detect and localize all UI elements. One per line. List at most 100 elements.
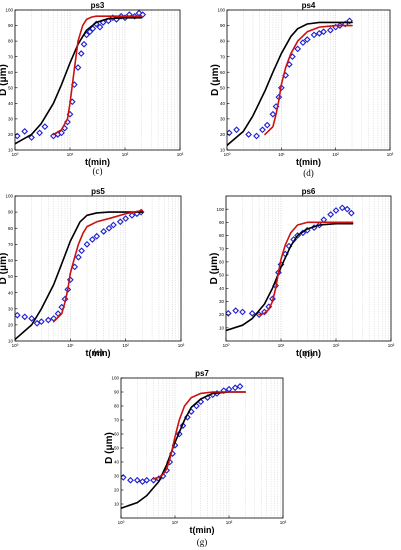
model-curve-black [121,391,247,510]
y-tick-label: 30 [220,116,226,121]
data-point [15,132,21,140]
model-curve-black [226,222,354,332]
data-point [78,247,86,255]
data-point [338,204,346,212]
data-point [248,309,256,317]
data-point [336,22,344,29]
data-point [96,23,104,31]
data-point [259,126,266,134]
data-point [105,224,113,232]
y-tick-label: 100 [5,194,13,199]
chart-title: ps6 [302,187,316,196]
data-point [233,126,240,134]
y-tick-label: 100 [216,207,224,212]
x-tick-label: 10¹ [67,152,74,157]
model-curve-black [227,21,353,147]
data-point [80,40,88,48]
y-tick-label: 60 [219,260,225,265]
data-point [303,36,311,43]
data-point [245,131,252,138]
chart-panel-ps3: 10 20 30 40 50 60 70 80 90 100 10⁰ 10¹ 10² 10³ ps3 t(mi… [0,1,184,176]
y-tick-label: 60 [8,258,14,263]
data-point [110,221,117,229]
data-point [263,121,271,129]
y-tick-label: 20 [114,488,120,493]
plot-series [226,204,355,332]
data-point [15,311,21,319]
chart-title: ps4 [302,1,316,10]
chart-title: ps5 [91,187,105,196]
data-point [38,318,45,326]
x-tick-label: 10² [332,152,339,157]
y-tick-label: 30 [8,306,14,311]
data-point [88,236,96,243]
y-axis-label: D (μm) [210,64,221,96]
axes-frame [226,9,391,151]
data-point [310,31,318,39]
model-curve-black [15,211,144,341]
y-tick-label: 60 [114,432,120,437]
x-tick-label: 10⁰ [224,152,231,157]
x-tick-label: 10² [333,343,340,348]
data-point [28,315,36,322]
y-tick-label: 50 [219,273,225,278]
y-tick-label: 40 [8,101,14,106]
data-point [58,129,65,137]
data-point [175,430,183,438]
x-tick-label: 10³ [177,152,184,157]
data-point [277,84,285,92]
y-tick-label: 80 [8,226,14,231]
y-tick-label: 20 [219,312,225,317]
y-tick-label: 100 [5,8,13,13]
y-tick-label: 30 [219,299,225,304]
data-point [269,110,277,118]
data-point [116,218,124,226]
y-tick-label: 100 [111,376,119,381]
data-point [294,45,302,53]
data-point [253,132,260,140]
y-tick-label: 70 [8,54,14,59]
x-tick-label: 10³ [388,343,395,348]
y-tick-label: 100 [217,8,225,13]
x-axis-label: t(min) [296,157,321,167]
model-curve-red [152,391,247,480]
x-tick-label: 10² [122,343,129,348]
data-point [299,229,307,237]
data-point [232,307,240,315]
data-point [327,26,334,34]
y-tick-label: 20 [8,132,14,137]
data-point [86,28,94,36]
y-tick-label: 40 [8,290,14,295]
data-point [117,12,125,20]
y-axis-label: D (μm) [209,253,220,285]
x-tick-label: 10⁰ [12,152,19,157]
y-tick-label: 90 [114,390,120,395]
data-point [327,211,335,218]
data-point [122,215,130,222]
y-tick-label: 70 [8,242,14,247]
x-tick-label: 10⁰ [223,343,230,348]
plot-area [15,196,181,341]
data-point [89,25,97,33]
y-tick-label: 20 [8,322,14,327]
y-tick-label: 60 [220,70,226,75]
data-point [121,474,127,481]
x-axis-label: t(min) [86,348,111,358]
y-tick-label: 40 [219,286,225,291]
x-tick-label: 10¹ [172,520,179,525]
data-point [44,316,52,324]
data-point [320,28,327,36]
panel-caption: (g) [197,537,208,547]
plot-area [227,10,390,150]
data-point [227,129,233,137]
axes-frame [225,195,392,342]
x-tick-label: 10³ [280,520,287,525]
chart-panel-ps4: 10 20 30 40 50 60 70 80 90 100 10⁰ 10¹ 10² 10³ ps4 t(mi… [210,1,394,178]
y-tick-label: 10 [219,325,225,330]
data-point [83,240,91,248]
axes-frame [14,195,182,342]
data-point [343,205,351,213]
x-tick-label: 10¹ [278,152,285,157]
y-tick-label: 90 [8,210,14,215]
panel-caption: (d) [303,168,314,178]
